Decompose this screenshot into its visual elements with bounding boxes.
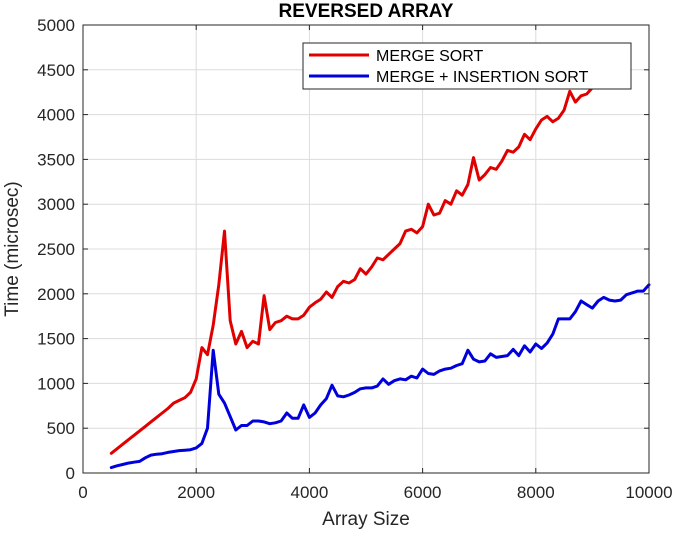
x-tick-label: 4000 (290, 483, 328, 502)
x-tick-label: 10000 (625, 483, 672, 502)
y-tick-label: 2000 (37, 285, 75, 304)
y-tick-label: 3000 (37, 195, 75, 214)
legend-box (302, 42, 632, 90)
y-tick-label: 2500 (37, 240, 75, 259)
y-tick-label: 0 (66, 464, 75, 483)
y-tick-label: 500 (47, 419, 75, 438)
y-tick-label: 4500 (37, 61, 75, 80)
legend-label-merge-insertion-sort: MERGE + INSERTION SORT (376, 69, 589, 86)
y-tick-label: 4000 (37, 106, 75, 125)
y-axis-title: Time (microsec) (2, 181, 23, 316)
x-tick-label: 8000 (517, 483, 555, 502)
x-tick-label: 0 (78, 483, 87, 502)
y-tick-label: 5000 (37, 16, 75, 35)
series-layer (109, 86, 651, 470)
x-axis-title: Array Size (322, 509, 410, 530)
legend: MERGE SORT MERGE + INSERTION SORT (302, 42, 632, 90)
x-tick-label: 2000 (177, 483, 215, 502)
chart-title: REVERSED ARRAY (279, 1, 454, 22)
y-tick-label: 1500 (37, 330, 75, 349)
merge-sort-line (109, 86, 594, 455)
ticks: 0 2000 4000 6000 8000 10000 0 500 1000 1500 2000 25… (37, 16, 672, 502)
merge-insertion-sort-line (109, 283, 651, 470)
y-tick-label: 3500 (37, 150, 75, 169)
y-tick-label: 1000 (37, 374, 75, 393)
x-tick-label: 6000 (404, 483, 442, 502)
legend-label-merge-sort: MERGE SORT (376, 48, 484, 65)
